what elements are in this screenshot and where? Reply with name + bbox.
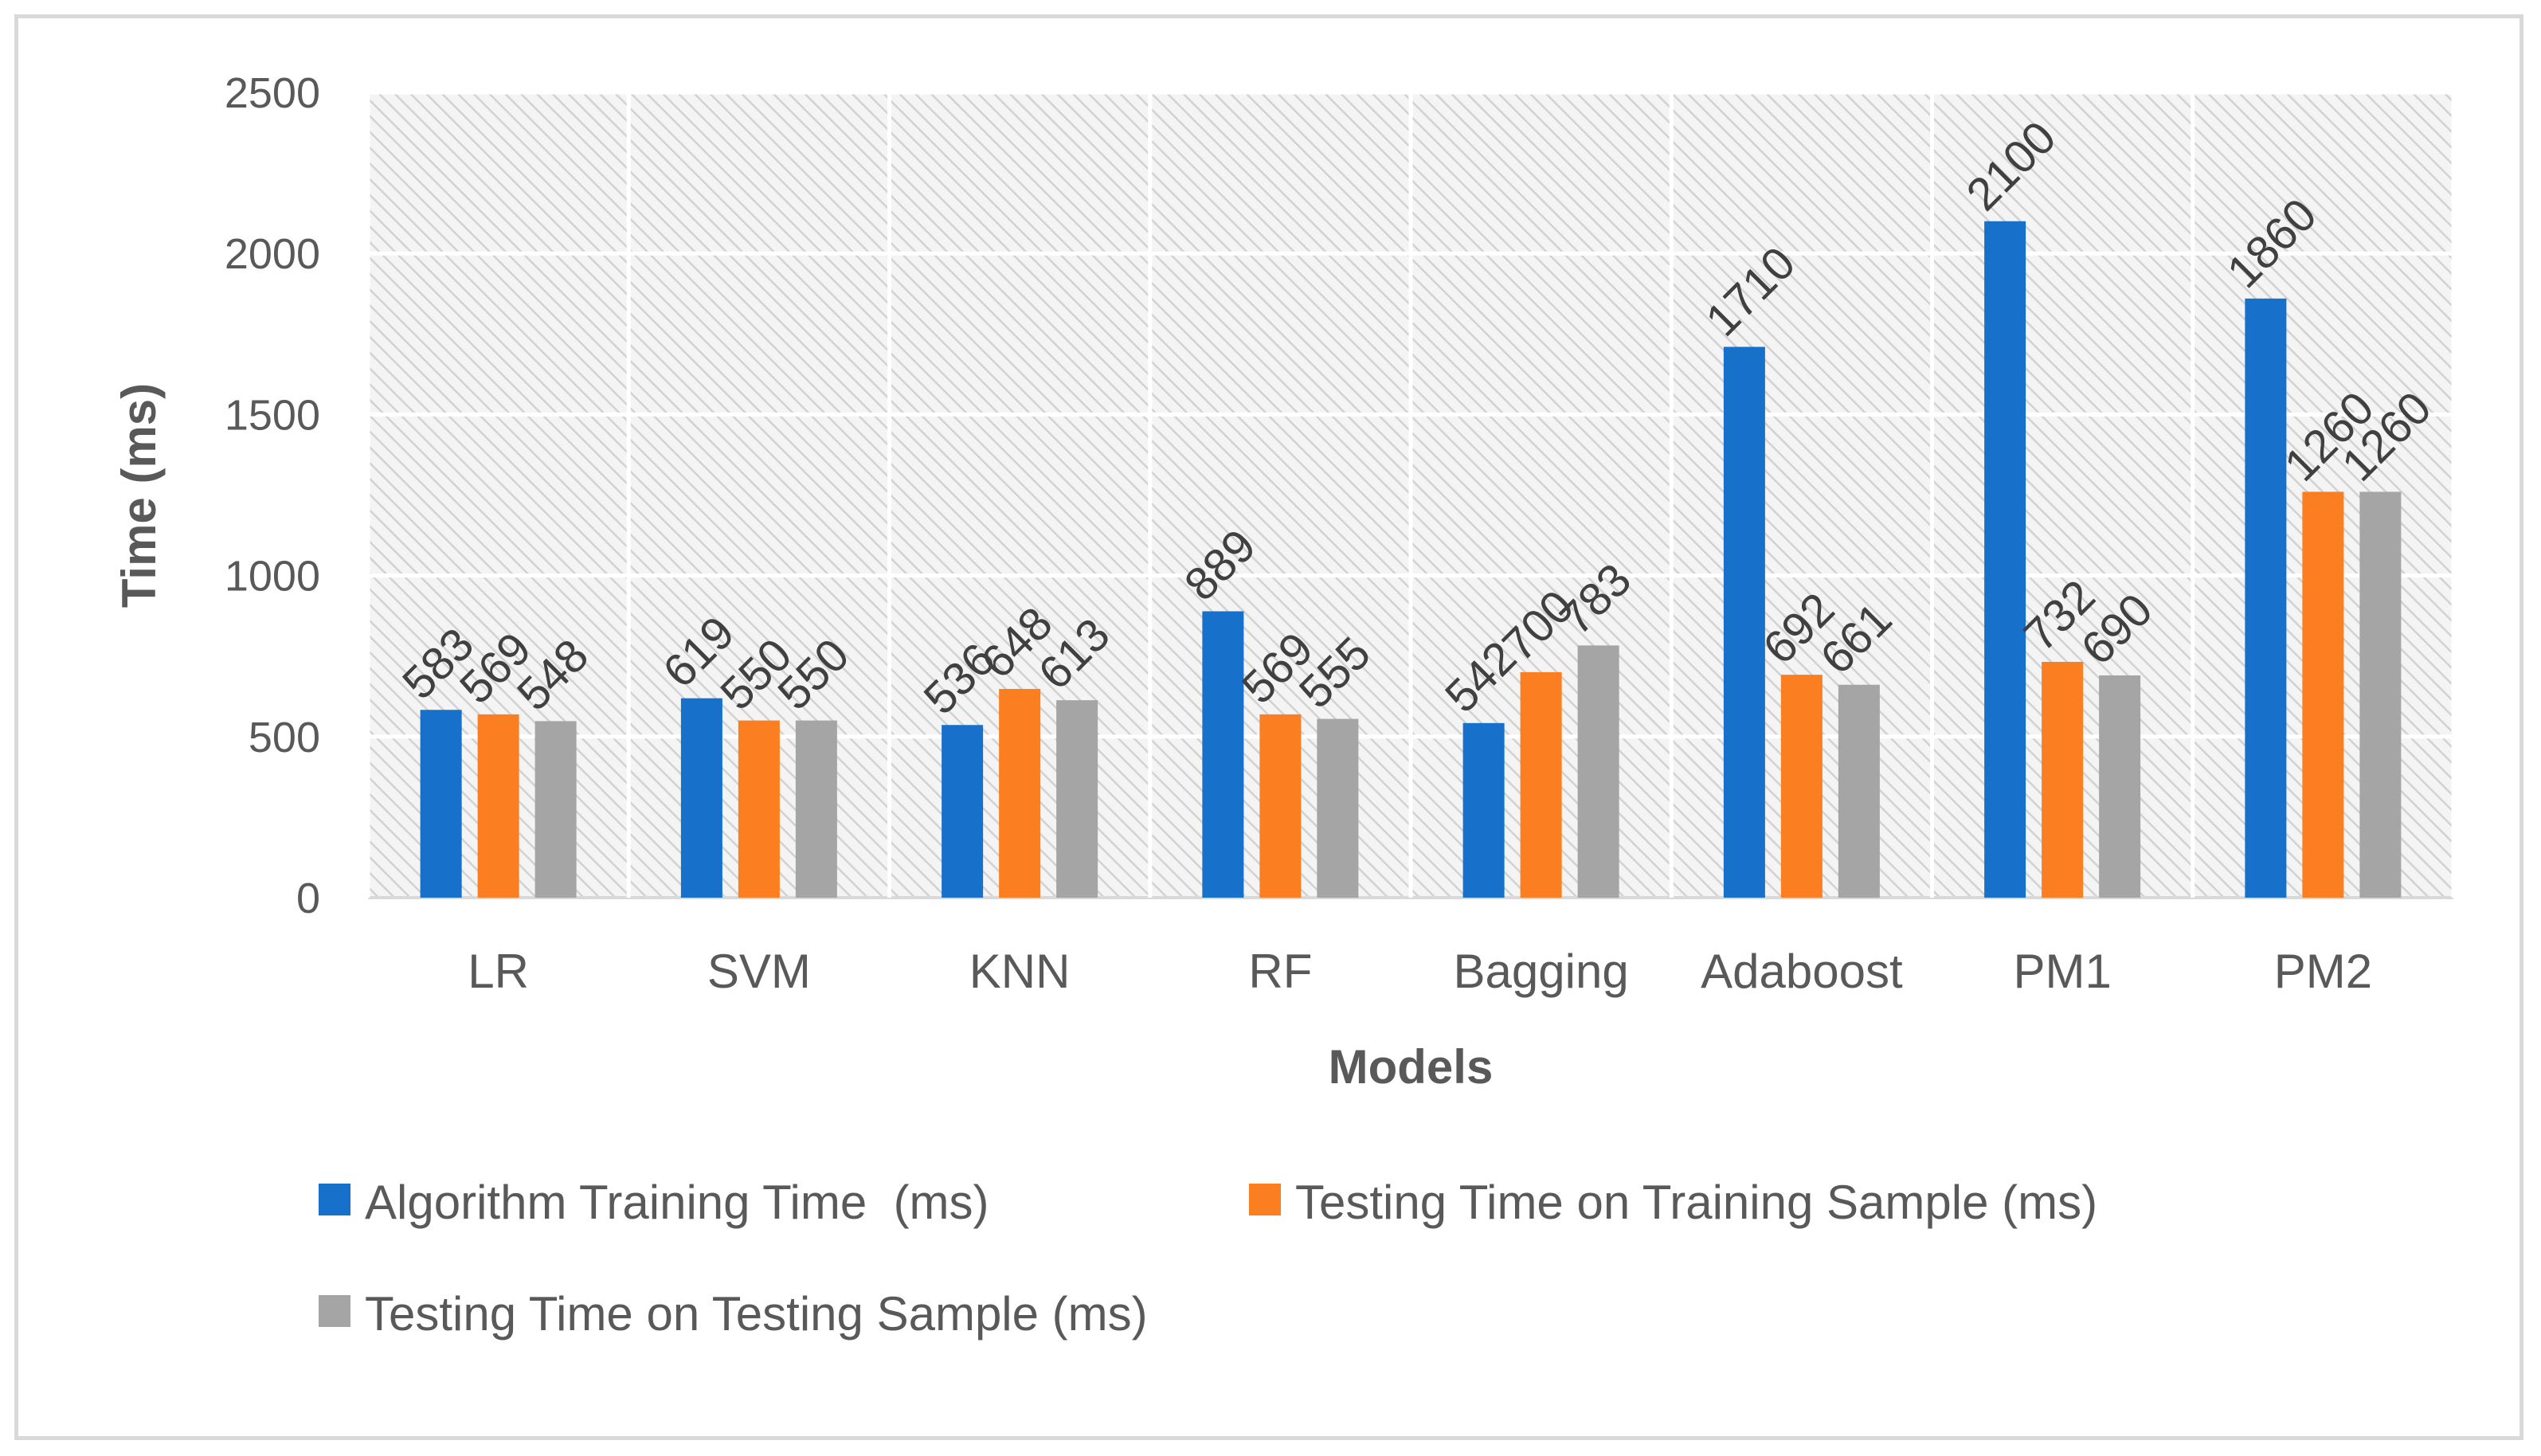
bar-bagging-series-2 xyxy=(1520,671,1562,898)
x-tick-label: SVM xyxy=(707,945,811,998)
bar-rf-series-1 xyxy=(1202,611,1244,898)
bar-rf-series-2 xyxy=(1259,714,1302,898)
y-tick-label: 0 xyxy=(296,875,320,922)
bar-pm2-series-3 xyxy=(2359,491,2402,898)
bar-bagging-series-1 xyxy=(1462,722,1505,898)
legend: Algorithm Training Time (ms) Testing Time… xyxy=(319,1176,2097,1341)
x-tick-label: RF xyxy=(1248,945,1312,998)
bar-pm1-series-3 xyxy=(2099,675,2141,898)
bar-pm1-series-1 xyxy=(1984,221,2026,898)
bar-lr-series-2 xyxy=(477,714,519,898)
bar-knn-series-1 xyxy=(942,725,984,898)
bar-lr-series-3 xyxy=(534,721,577,898)
bar-lr-series-1 xyxy=(420,710,462,898)
x-tick-label: LR xyxy=(468,945,529,998)
bar-pm2-series-1 xyxy=(2245,298,2287,898)
bar-svm-series-2 xyxy=(738,720,780,898)
legend-swatch-series-1 xyxy=(319,1184,350,1215)
legend-swatch-series-2 xyxy=(1249,1184,1281,1215)
x-axis-title: Models xyxy=(1329,1040,1494,1094)
legend-label-series-3: Testing Time on Testing Sample (ms) xyxy=(365,1287,1148,1341)
bar-knn-series-2 xyxy=(999,688,1041,898)
legend-label-series-1: Algorithm Training Time (ms) xyxy=(365,1176,989,1229)
bar-rf-series-3 xyxy=(1317,718,1359,898)
bar-svm-series-3 xyxy=(795,720,837,898)
bar-adaboost-series-2 xyxy=(1780,675,1823,898)
y-tick-label: 1500 xyxy=(225,391,320,439)
bar-knn-series-3 xyxy=(1056,700,1098,898)
bar-adaboost-series-3 xyxy=(1838,684,1880,898)
bar-pm1-series-2 xyxy=(2042,661,2084,898)
legend-label-series-2: Testing Time on Training Sample (ms) xyxy=(1295,1176,2097,1229)
x-tick-label: PM2 xyxy=(2274,945,2372,998)
bar-bagging-series-3 xyxy=(1577,645,1619,898)
bar-pm2-series-2 xyxy=(2302,491,2344,898)
bar-svm-series-1 xyxy=(680,698,722,898)
x-tick-label: Adaboost xyxy=(1701,945,1903,998)
y-tick-label: 2500 xyxy=(225,69,320,117)
bar-adaboost-series-1 xyxy=(1723,346,1765,898)
x-tick-label: PM1 xyxy=(2013,945,2111,998)
y-tick-label: 500 xyxy=(249,714,320,761)
y-axis-title: Time (ms) xyxy=(112,383,166,608)
y-tick-label: 1000 xyxy=(225,553,320,601)
x-tick-label: Bagging xyxy=(1454,945,1629,998)
x-tick-label: KNN xyxy=(969,945,1071,998)
y-tick-label: 2000 xyxy=(225,230,320,278)
legend-swatch-series-3 xyxy=(319,1295,350,1327)
